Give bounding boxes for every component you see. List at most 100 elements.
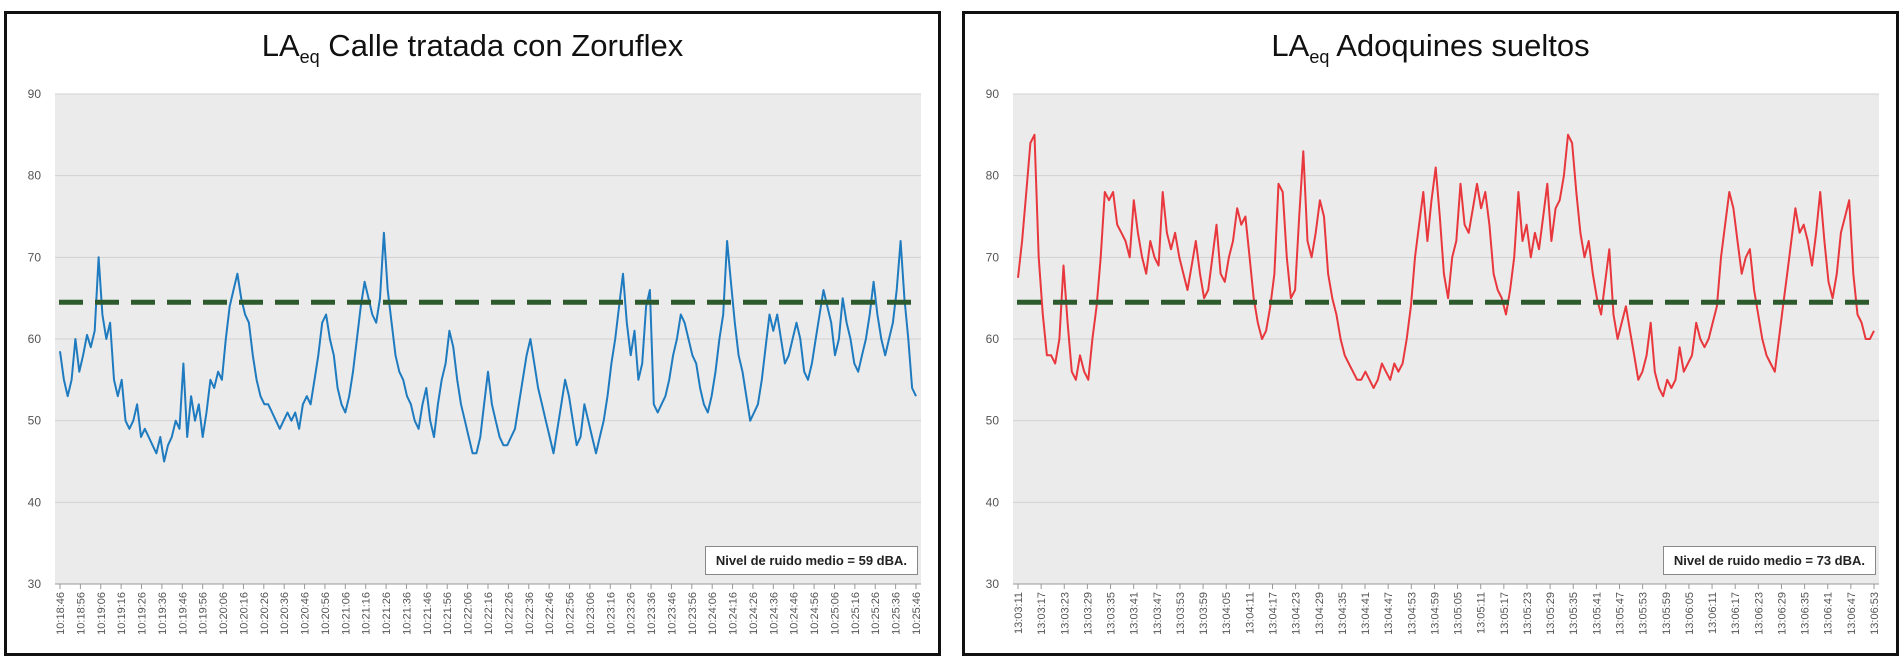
- x-tick-label: 10:20:46: [300, 592, 312, 635]
- x-tick-label: 13:05:29: [1545, 592, 1557, 635]
- chart-canvas-zoruflex: 30 40 50 60 70 80 90 10:18:46 10:18:56 10:19:06 10…: [28, 87, 923, 635]
- x-tick-label: 10:24:56: [809, 592, 821, 635]
- x-tick-label: 10:22:36: [524, 592, 536, 635]
- x-tick-label: 10:24:16: [728, 592, 740, 635]
- y-tick-label: 60: [28, 332, 42, 346]
- x-tick-label: 10:24:46: [789, 592, 801, 635]
- x-tick-label: 13:05:35: [1568, 592, 1580, 635]
- x-tick-label: 13:03:47: [1152, 592, 1164, 635]
- x-tick-label: 10:25:06: [829, 592, 841, 635]
- x-tick-label: 10:22:16: [483, 592, 495, 635]
- x-tick-label: 10:25:36: [891, 592, 903, 635]
- x-tick-label: 10:21:46: [422, 592, 434, 635]
- x-tick-label: 13:06:17: [1730, 592, 1742, 635]
- series-line: [1017, 133, 1875, 398]
- x-tick-label: 10:21:16: [361, 592, 373, 635]
- y-tick-label: 60: [986, 332, 1000, 346]
- y-tick-label: 50: [986, 414, 1000, 428]
- x-tick-label: 13:06:29: [1776, 592, 1788, 635]
- y-tick-label: 80: [28, 169, 42, 183]
- x-tick-label: 13:06:11: [1707, 592, 1719, 634]
- y-tick-label: 70: [986, 250, 1000, 264]
- x-tick-label: 13:06:35: [1800, 592, 1812, 635]
- x-tick-label: 10:21:06: [340, 592, 352, 635]
- x-tick-label: 10:19:26: [137, 592, 149, 635]
- x-tick-label: 10:22:06: [463, 592, 475, 635]
- x-tick-label: 10:23:26: [626, 592, 638, 635]
- x-tick-label: 10:22:56: [565, 592, 577, 635]
- x-tick-label: 13:05:23: [1522, 592, 1534, 635]
- x-tick-label: 13:06:53: [1869, 592, 1881, 635]
- mean-noise-label: Nivel de ruido medio = 73 dBA.: [1662, 546, 1876, 575]
- x-tick-label: 10:18:46: [55, 592, 67, 635]
- y-tick-label: 70: [28, 250, 42, 264]
- chart-title-zoruflex: LAeq Calle tratada con Zoruflex: [261, 28, 684, 68]
- x-tick-label: 10:23:56: [687, 592, 699, 635]
- x-tick-label: 10:20:56: [320, 592, 332, 635]
- x-tick-label: 13:06:23: [1753, 592, 1765, 635]
- x-tick-label: 10:22:46: [544, 592, 556, 635]
- x-tick-label: 10:20:16: [238, 592, 250, 635]
- series-line: [59, 231, 917, 463]
- x-tick-label: 10:24:26: [748, 592, 760, 635]
- x-tick-label: 13:04:59: [1429, 592, 1441, 635]
- x-tick-label: 13:03:35: [1106, 592, 1118, 635]
- x-tick-label: 13:04:41: [1360, 592, 1372, 635]
- x-tick-label: 13:05:47: [1615, 592, 1627, 635]
- x-tick-label: 10:24:06: [707, 592, 719, 635]
- x-tick-label: 10:20:06: [218, 592, 230, 635]
- x-tick-label: 13:04:23: [1291, 592, 1303, 635]
- x-tick-label: 13:04:29: [1314, 592, 1326, 635]
- x-tick-label: 13:05:53: [1638, 592, 1650, 635]
- x-tick-label: 13:06:41: [1823, 592, 1835, 635]
- x-tick-label: 10:25:46: [911, 592, 923, 635]
- x-tick-label: 10:19:16: [116, 592, 128, 635]
- x-tick-label: 13:05:41: [1591, 592, 1603, 635]
- mean-noise-label: Nivel de ruido medio = 59 dBA.: [704, 546, 918, 575]
- x-tick-label: 13:03:41: [1129, 592, 1141, 635]
- x-tick-label: 10:19:36: [157, 592, 169, 635]
- x-tick-label: 13:03:11: [1013, 592, 1025, 634]
- x-tick-label: 10:21:26: [381, 592, 393, 635]
- chart-canvas-adoquines: 30 40 50 60 70 80 90 13:03:11 13:03:17 13:03:23 13…: [986, 87, 1881, 635]
- x-tick-label: 10:21:36: [401, 592, 413, 635]
- x-tick-label: 13:03:23: [1059, 592, 1071, 635]
- chart-title-adoquines: LAeq Adoquines sueltos: [1271, 28, 1590, 68]
- x-tick-label: 13:03:59: [1198, 592, 1210, 635]
- x-tick-label: 13:04:17: [1267, 592, 1279, 635]
- x-tick-label: 13:05:59: [1661, 592, 1673, 635]
- x-tick-label: 10:19:46: [177, 592, 189, 635]
- x-tick-label: 13:03:29: [1082, 592, 1094, 635]
- x-tick-label: 13:03:17: [1036, 592, 1048, 635]
- x-tick-label: 10:22:26: [503, 592, 515, 635]
- x-tick-label: 10:23:16: [605, 592, 617, 635]
- x-tick-label: 13:04:53: [1406, 592, 1418, 635]
- y-tick-label: 30: [986, 577, 1000, 591]
- x-tick-label: 10:23:46: [666, 592, 678, 635]
- y-tick-label: 30: [28, 577, 42, 591]
- x-tick-label: 10:21:56: [442, 592, 454, 635]
- y-tick-label: 40: [28, 495, 42, 509]
- x-tick-label: 13:06:47: [1846, 592, 1858, 635]
- x-tick-label: 10:19:06: [96, 592, 108, 635]
- x-tick-label: 13:04:11: [1244, 592, 1256, 634]
- chart-panel-zoruflex: 30 40 50 60 70 80 90 10:18:46 10:18:56 10:19:06 10…: [4, 11, 941, 656]
- x-tick-label: 13:04:05: [1221, 592, 1233, 635]
- x-tick-label: 13:05:05: [1453, 592, 1465, 635]
- y-tick-label: 90: [986, 87, 1000, 101]
- x-tick-label: 13:03:53: [1175, 592, 1187, 635]
- x-tick-label: 10:25:16: [850, 592, 862, 635]
- y-tick-label: 80: [986, 169, 1000, 183]
- x-tick-label: 13:05:11: [1476, 592, 1488, 634]
- y-tick-label: 90: [28, 87, 42, 101]
- x-tick-label: 13:04:35: [1337, 592, 1349, 635]
- x-tick-label: 10:20:26: [259, 592, 271, 635]
- x-tick-label: 10:25:26: [870, 592, 882, 635]
- x-tick-label: 10:20:36: [279, 592, 291, 635]
- x-tick-label: 10:23:36: [646, 592, 658, 635]
- x-tick-label: 10:23:06: [585, 592, 597, 635]
- x-tick-label: 13:04:47: [1383, 592, 1395, 635]
- y-tick-label: 40: [986, 495, 1000, 509]
- x-tick-label: 10:19:56: [198, 592, 210, 635]
- x-tick-label: 13:06:05: [1684, 592, 1696, 635]
